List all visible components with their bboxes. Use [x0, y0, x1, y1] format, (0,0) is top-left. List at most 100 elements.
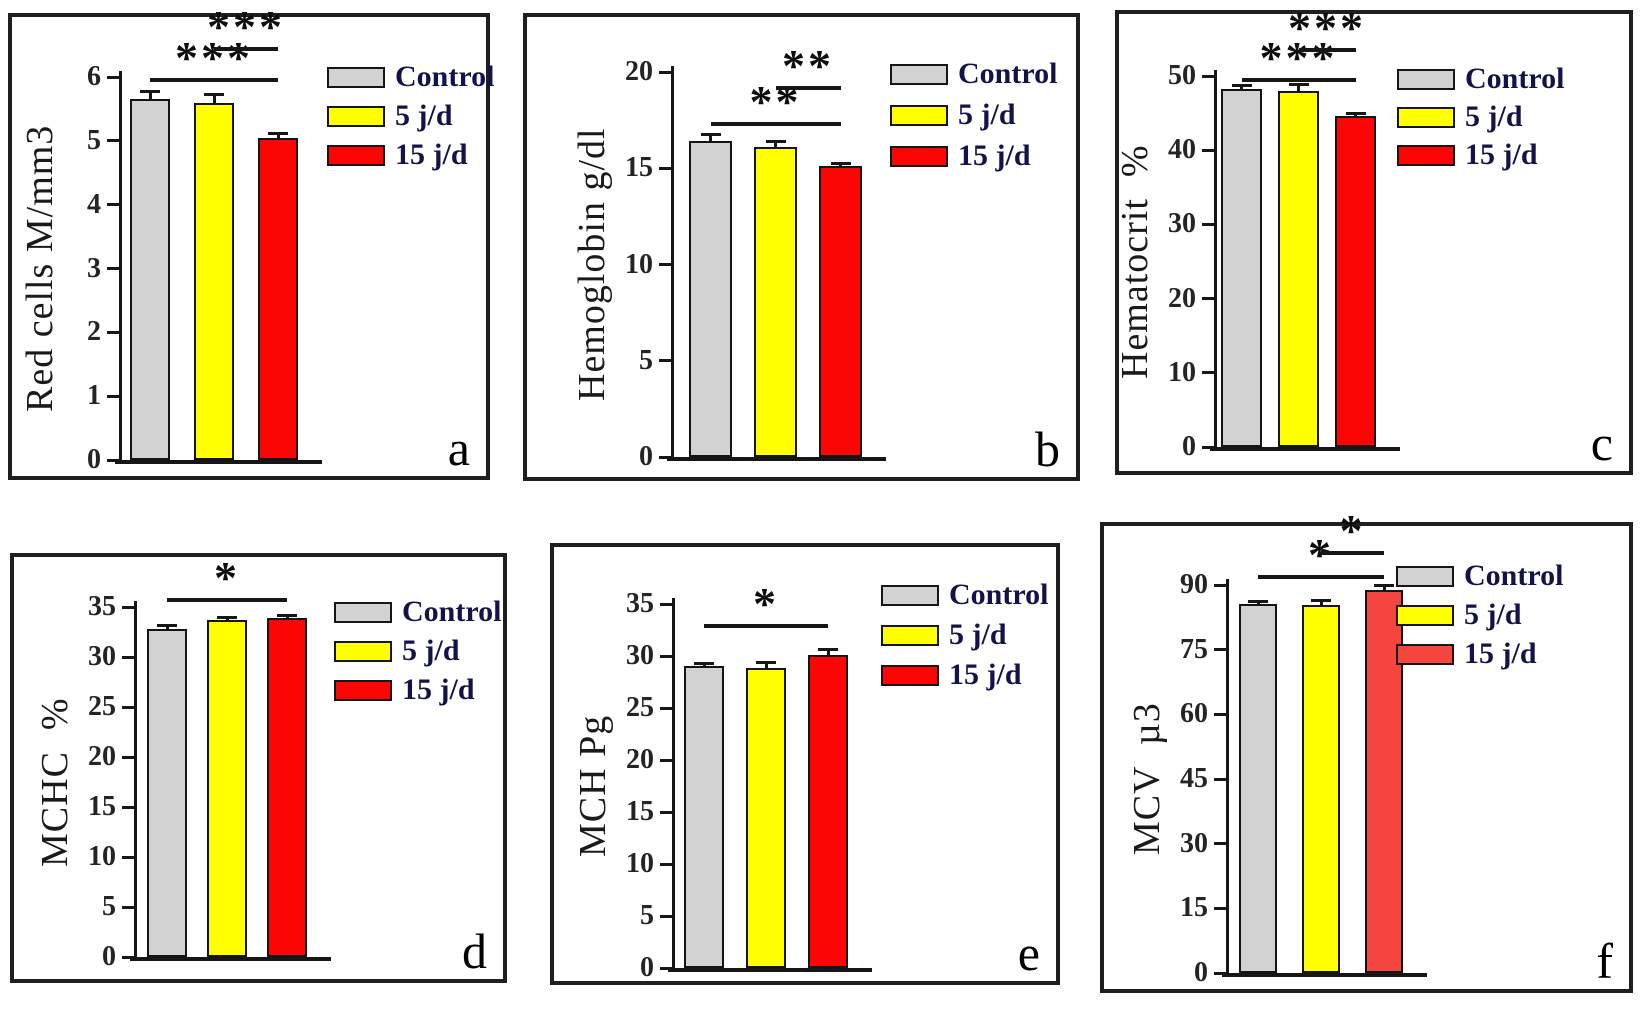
legend-swatch-15-j-d [1397, 145, 1455, 166]
legend-label-5-j-d: 5 j/d [402, 634, 460, 667]
bar-control [1239, 604, 1277, 973]
y-axis-tick-label: 20 [1168, 282, 1196, 314]
error-bar-stem [839, 164, 842, 167]
y-axis-tick-label: 30 [1168, 208, 1196, 240]
y-axis-tick-label: 5 [639, 344, 653, 376]
y-axis-tick [660, 862, 672, 866]
y-axis-tick [1214, 971, 1226, 975]
y-axis-tick-label: 0 [87, 444, 101, 475]
error-bar-cap [277, 614, 297, 617]
y-axis-tick-label: 20 [625, 56, 653, 87]
x-axis-line [115, 460, 322, 464]
x-axis-line [1210, 447, 1400, 451]
y-axis-tick-label: 30 [88, 641, 116, 672]
legend-label-15-j-d: 15 j/d [402, 673, 475, 706]
panel-letter: e [1017, 925, 1040, 981]
y-axis-tick-label: 30 [1180, 827, 1208, 859]
y-axis-tick-label: 5 [640, 900, 654, 931]
y-axis-tick-label: 75 [1180, 633, 1208, 665]
legend-swatch-5-j-d [1397, 107, 1455, 128]
y-axis-tick-label: 25 [626, 692, 654, 723]
y-axis-tick [122, 705, 134, 709]
bar-5-j-d [1278, 90, 1319, 447]
bar-control [147, 629, 187, 957]
legend-swatch-15-j-d [327, 145, 385, 166]
legend-label-5-j-d: 5 j/d [1464, 598, 1522, 631]
legend-swatch-5-j-d [890, 105, 948, 126]
y-axis-tick-label: 30 [626, 640, 654, 671]
significance-stars: * [1339, 505, 1366, 556]
y-axis-tick-label: 5 [102, 891, 116, 922]
panel-letter: a [447, 420, 470, 476]
y-axis-line [672, 598, 675, 968]
significance-line [150, 78, 278, 82]
y-axis-tick [107, 267, 119, 270]
y-axis-tick-label: 20 [88, 741, 116, 772]
legend-swatch-5-j-d [1396, 605, 1454, 626]
panel-a: 0 1 2 3 4 5 6 *** *** Control 5 j/d 15 j/d Red cells… [8, 4, 494, 480]
y-axis-tick [660, 810, 672, 814]
y-axis-tick [1202, 371, 1214, 375]
y-axis-tick [659, 359, 671, 363]
panel-d: 0 5 10 15 20 25 30 35 * Control 5 j/d 15 j/d MCHC % d [10, 553, 507, 983]
error-bar-stem [276, 134, 280, 138]
legend-swatch-5-j-d [327, 106, 385, 127]
y-axis-tick [1202, 74, 1214, 78]
legend-label-15-j-d: 15 j/d [1465, 138, 1538, 171]
y-axis-tick-label: 10 [1168, 356, 1196, 388]
bar-5-j-d [194, 102, 234, 460]
bar-control [1221, 89, 1262, 447]
y-axis-tick [107, 330, 119, 334]
y-axis-title: Red cells M/mm3 [19, 124, 61, 413]
y-axis-tick [660, 914, 672, 918]
significance-line [704, 624, 828, 628]
y-axis-tick [1214, 842, 1226, 846]
legend-swatch-control [881, 585, 939, 606]
error-bar-cap [268, 132, 288, 136]
bar-control [130, 99, 170, 460]
y-axis-tick-label: 0 [1194, 957, 1208, 988]
x-axis-line [668, 968, 872, 972]
legend-swatch-control [890, 64, 948, 85]
significance-stars: * [1231, 532, 1411, 578]
y-axis-title: Hemoglobin g/dl [571, 127, 613, 402]
y-axis-tick [660, 654, 672, 658]
legend-label-5-j-d: 5 j/d [1465, 100, 1523, 133]
legend-label-15-j-d: 15 j/d [949, 658, 1022, 691]
significance-stars: ** [782, 40, 834, 91]
bar-15-j-d [808, 654, 848, 968]
significance-line [775, 86, 841, 90]
y-axis-tick-label: 10 [625, 248, 653, 280]
y-axis-tick [107, 75, 119, 79]
error-bar-cap [700, 132, 721, 136]
panel-f: 0 15 30 45 60 75 90 ** Control 5 j/d 15 j/d MCV µ3 f [1100, 508, 1633, 993]
y-axis-tick-label: 15 [626, 796, 654, 827]
y-axis-title: MCH Pg [572, 714, 614, 858]
y-axis-tick [659, 166, 671, 170]
y-axis-title: MCV µ3 [1126, 702, 1168, 856]
legend-label-control: Control [1465, 62, 1565, 95]
error-bar-cap [1248, 600, 1268, 604]
significance-stars: * [753, 578, 779, 629]
error-bar-stem [1382, 585, 1386, 591]
significance-line [1298, 48, 1356, 52]
bar-5-j-d [746, 668, 786, 968]
y-axis-tick [1202, 445, 1214, 449]
bar-5-j-d [207, 620, 247, 957]
significance-line [1241, 78, 1356, 82]
legend-swatch-15-j-d [334, 680, 392, 701]
error-bar-cap [694, 662, 714, 666]
y-axis-tick-label: 1 [87, 380, 101, 412]
error-bar-stem [285, 616, 289, 618]
legend-swatch-5-j-d [334, 641, 392, 662]
y-axis-tick-label: 4 [87, 188, 101, 220]
significance-line [710, 122, 841, 126]
y-axis-tick-label: 5 [87, 124, 101, 156]
y-axis-tick-label: 0 [1182, 431, 1196, 462]
y-axis-tick [122, 655, 134, 659]
bar-15-j-d [1335, 116, 1376, 447]
y-axis-tick [659, 455, 671, 459]
legend-label-15-j-d: 15 j/d [395, 138, 468, 171]
y-axis-tick-label: 0 [639, 441, 653, 472]
panel-letter: f [1596, 933, 1613, 989]
